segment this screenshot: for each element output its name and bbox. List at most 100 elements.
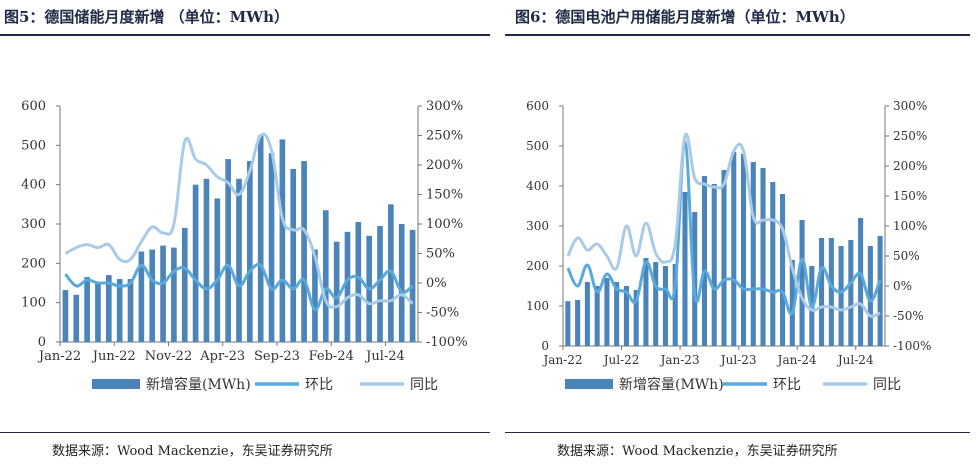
bar: [225, 159, 231, 342]
y-tick-label-left: 0: [38, 335, 46, 350]
bar: [312, 249, 318, 342]
y-tick-label-right: -50%: [426, 306, 459, 321]
legend-label: 同比: [873, 377, 901, 393]
bar: [848, 240, 854, 346]
x-tick-label: Jan-23: [659, 353, 700, 367]
bar: [750, 162, 756, 346]
y-tick-label-right: 150%: [426, 188, 463, 203]
bar: [127, 279, 134, 342]
bar: [105, 275, 112, 342]
y-tick-label-left: 0: [541, 339, 549, 353]
bar: [672, 264, 678, 346]
x-tick-label: Jan-22: [37, 349, 81, 364]
x-tick-label: Jul-24: [364, 349, 405, 364]
bar: [740, 154, 747, 346]
bar: [355, 222, 362, 342]
bar: [721, 170, 727, 346]
legend-label: 环比: [305, 377, 333, 393]
bar: [789, 260, 795, 346]
bar: [301, 161, 307, 342]
y-tick-label-right: 250%: [426, 129, 463, 144]
source-note: 数据来源：Wood Mackenzie，东吴证券研究所: [52, 444, 333, 459]
bar: [73, 294, 80, 342]
y-tick-label-right: 300%: [426, 99, 463, 114]
bar: [62, 290, 69, 342]
y-tick-label-right: 100%: [893, 219, 927, 233]
bar: [398, 224, 405, 342]
bar: [838, 246, 844, 346]
bar: [819, 238, 825, 346]
x-tick-label: Feb-24: [309, 349, 354, 364]
y-tick-label-left: 200: [526, 259, 549, 273]
y-tick-label-right: -100%: [426, 335, 468, 350]
bar: [214, 198, 221, 342]
legend-label: 新增容量(MWh): [146, 376, 251, 393]
y-tick-label-left: 100: [21, 296, 46, 311]
x-tick-label: Jun-22: [91, 349, 136, 364]
y-tick-label-right: 150%: [893, 189, 927, 203]
y-tick-label-right: 100%: [426, 217, 463, 232]
bar: [653, 262, 659, 346]
chart-panel-6: 图6：德国电池户用储能月度新增（单位：MWh） 0 100 200 300 400 500…: [505, 0, 978, 469]
series-line: [566, 140, 882, 316]
y-tick-label-right: 0%: [426, 276, 447, 291]
y-tick-label-left: 300: [21, 217, 46, 232]
y-tick-label-left: 200: [21, 256, 46, 271]
bar: [377, 225, 383, 342]
y-tick-label-right: -100%: [893, 339, 931, 353]
bar: [770, 182, 776, 346]
y-tick-label-right: 200%: [426, 158, 463, 173]
bar: [247, 161, 253, 342]
x-tick-label: Sep-23: [254, 349, 300, 364]
title-rule: [0, 34, 490, 36]
y-tick-label-right: 50%: [426, 247, 455, 262]
y-tick-label-left: 600: [21, 99, 46, 114]
x-tick-label: Jul-24: [836, 353, 874, 367]
x-tick-label: Jan-24: [776, 353, 817, 367]
bar: [171, 247, 177, 342]
chart-5: 0 100 200 300 400 500 600 -100% -50% 0% 50% 100% 150…: [21, 99, 468, 393]
series-line: [64, 262, 414, 312]
series-line: [566, 132, 881, 318]
x-tick-label: Jul-23: [719, 353, 757, 367]
bar: [268, 153, 275, 342]
bar: [643, 258, 649, 346]
y-tick-label-left: 500: [21, 138, 46, 153]
y-tick-label-left: 500: [526, 139, 549, 153]
bar: [799, 220, 805, 346]
bar: [701, 176, 708, 346]
legend-label: 同比: [410, 377, 438, 393]
y-tick-label-right: 250%: [893, 129, 927, 143]
x-tick-label: Jul-22: [602, 353, 640, 367]
bar: [181, 227, 188, 342]
bar: [160, 245, 166, 342]
bar: [623, 286, 629, 346]
legend-swatch: [565, 379, 613, 389]
bar: [584, 282, 590, 346]
chart-title: 图6：德国电池户用储能月度新增（单位：MWh）: [515, 8, 855, 26]
legend-swatch: [92, 379, 140, 389]
title-rule: [505, 34, 970, 36]
bar: [333, 241, 340, 342]
bar: [760, 168, 766, 346]
y-tick-label-right: 300%: [893, 99, 927, 113]
x-tick-label: Apr-23: [199, 349, 245, 364]
bar: [614, 282, 620, 346]
y-tick-label-left: 300: [526, 219, 549, 233]
bar: [236, 178, 242, 342]
bar: [731, 152, 737, 346]
series-line: [64, 132, 414, 309]
y-tick-label-right: 50%: [893, 249, 920, 263]
y-tick-label-left: 400: [21, 178, 46, 193]
chart-panel-5: 图5：德国储能月度新增 （单位：MWh） 0 100 200 300 400 500 600…: [0, 8, 490, 459]
y-tick-label-right: 200%: [893, 159, 927, 173]
bar: [604, 278, 610, 346]
bar: [662, 266, 668, 346]
legend-label: 环比: [773, 377, 801, 393]
bar: [203, 178, 210, 342]
bar: [780, 194, 786, 346]
chart-6: 0 100 200 300 400 500 600 -100% -50% 0% 50% 100% 150…: [526, 99, 931, 393]
bar: [138, 251, 145, 342]
y-tick-label-right: -50%: [893, 309, 924, 323]
source-rule: [0, 432, 490, 433]
